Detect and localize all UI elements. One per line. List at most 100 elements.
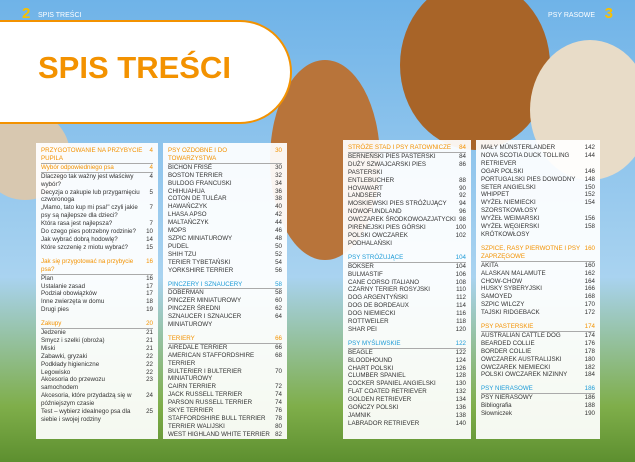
- entry-text: OWCZAREK AUSTRALIJSKI: [481, 355, 562, 363]
- entry-page: 23: [146, 376, 153, 384]
- toc-entry: DUŻY SZWAJCARSKI PIES PASTERSKI 86: [348, 161, 466, 177]
- toc-entry: HOVAWART 90: [348, 185, 466, 193]
- section-heading: STRÓŻE STAD I PSY RATOWNICZE 84: [348, 144, 466, 153]
- toc-entry: NOVA SCOTIA DUCK TOLLING RETRIEVER 144: [481, 152, 595, 168]
- entry-page: 156: [584, 215, 595, 223]
- toc-entry: BEAGLE 122: [348, 349, 466, 357]
- entry-page: 150: [584, 183, 595, 191]
- entry-page: 17: [146, 282, 153, 290]
- toc-entry: ENTLEBUCHER 88: [348, 177, 466, 185]
- entry-page: 82: [275, 430, 282, 438]
- toc-entry: CLUMBER SPANIEL 128: [348, 372, 466, 380]
- entry-text: LHASA APSO: [168, 211, 207, 219]
- entry-page: 48: [275, 234, 282, 242]
- toc-entry: GOŃCZY POLSKI 136: [348, 404, 466, 412]
- heading-text: Zakupy: [41, 320, 62, 328]
- toc-entry: POLSKI OWCZAREK PODHALAŃSKI 102: [348, 232, 466, 248]
- entry-text: DOG ARGENTYŃSKI: [348, 294, 408, 302]
- toc-entry: Decyzja o zakupie lub przygarnięciu czwo…: [41, 189, 153, 205]
- toc-entry: SZPIC MINIATUROWY 48: [168, 235, 282, 243]
- toc-entry: BORDER COLLIE 178: [481, 348, 595, 356]
- toc-entry: AIREDALE TERRIER 66: [168, 344, 282, 352]
- entry-page: 118: [456, 318, 466, 326]
- section-heading: PSY PASTERSKIE 174: [481, 323, 595, 332]
- entry-page: 126: [455, 364, 466, 372]
- toc-entry: YORKSHIRE TERRIER 56: [168, 267, 282, 275]
- entry-text: Legowisko: [41, 368, 71, 376]
- toc-entry: GOLDEN RETRIEVER 134: [348, 396, 466, 404]
- toc-entry: BULDOG FRANCUSKI 34: [168, 180, 282, 188]
- toc-entry: BEARDED COLLIE 176: [481, 340, 595, 348]
- entry-text: CHOW-CHOW: [481, 277, 523, 285]
- entry-text: GOŃCZY POLSKI: [348, 404, 399, 412]
- entry-text: SZNAUCER I SZNAUCER MINIATUROWY: [168, 313, 242, 329]
- entry-page: 32: [275, 171, 282, 179]
- entry-page: 7: [149, 204, 153, 212]
- toc-entry: FLAT COATED RETRIEVER 132: [348, 388, 466, 396]
- entry-page: 134: [455, 396, 466, 404]
- entry-page: 86: [459, 160, 466, 168]
- entry-text: DOG NIEMIECKI: [348, 310, 396, 318]
- entry-text: OGAR POLSKI: [481, 167, 524, 175]
- entry-text: BEAGLE: [348, 348, 373, 356]
- entry-page: 172: [584, 309, 595, 317]
- entry-page: 18: [146, 298, 153, 306]
- entry-page: 124: [455, 356, 466, 364]
- entry-text: Akcesoria, które przydadzą się w później…: [41, 392, 132, 408]
- entry-page: 54: [275, 258, 282, 266]
- toc-entry: TAJSKI RIDGEBACK 172: [481, 309, 595, 317]
- toc-entry: DOG DE BORDEAUX 114: [348, 302, 466, 310]
- entry-page: 104: [455, 262, 466, 270]
- entry-text: BULMASTIF: [348, 270, 383, 278]
- entry-text: MOPS: [168, 227, 187, 235]
- entry-text: Ustalanie zasad: [41, 282, 86, 290]
- entry-page: 148: [584, 175, 595, 183]
- section-heading: Zakupy 20: [41, 320, 153, 330]
- entry-text: FLAT COATED RETRIEVER: [348, 388, 427, 396]
- entry-text: TAJSKI RIDGEBACK: [481, 309, 540, 317]
- section-heading: PINCZERY I SZNAUCERY 58: [168, 281, 282, 290]
- entry-text: HUSKY SYBERYJSKI: [481, 285, 542, 293]
- toc-entry: MOSKIEWSKI PIES STRÓŻUJĄCY 94: [348, 200, 466, 208]
- entry-page: 164: [584, 277, 595, 285]
- entry-page: 140: [455, 419, 466, 427]
- entry-text: CHIHUAHUA: [168, 187, 205, 195]
- entry-text: HAWAŃCZYK: [168, 203, 208, 211]
- heading-text: Wybór odpowiedniego psa: [41, 163, 114, 171]
- toc-entry: Zabawki, gryzaki 22: [41, 353, 153, 361]
- entry-text: CANE CORSO ITALIANO: [348, 278, 420, 286]
- entry-page: 21: [146, 336, 153, 344]
- entry-text: BORDER COLLIE: [481, 347, 532, 355]
- section-heading: PRZYGOTOWANIE NA PRZYBYCIE PUPILA 4: [41, 147, 153, 164]
- toc-entry: Inne zwierzęta w domu 18: [41, 298, 153, 306]
- toc-entry: JAMNIK 138: [348, 412, 466, 420]
- entry-text: WYŻEŁ WEIMARSKI: [481, 215, 540, 223]
- entry-text: PARSON RUSSELL TERRIER: [168, 399, 253, 407]
- toc-entry: WYŻEŁ WEIMARSKI 156: [481, 215, 595, 223]
- entry-page: 112: [456, 294, 466, 302]
- toc-entry: CHOW-CHOW 164: [481, 278, 595, 286]
- heading-page: 104: [455, 253, 466, 261]
- toc-entry: HAWAŃCZYK 40: [168, 203, 282, 211]
- toc-entry: Podkłady higieniczne 22: [41, 361, 153, 369]
- toc-entry: COTON DE TULÉAR 38: [168, 195, 282, 203]
- entry-page: 106: [455, 270, 466, 278]
- section-heading: SZPICE, RASY PIERWOTNE I PSY ZAPRZĘGOWE 1…: [481, 245, 595, 262]
- entry-text: Dlaczego tak ważny jest właściwy wybór?: [41, 172, 134, 188]
- entry-page: 188: [584, 402, 595, 410]
- entry-page: 10: [146, 228, 153, 236]
- toc-entry: OWCZAREK ŚRODKOWOAZJATYCKI 98: [348, 216, 466, 224]
- heading-page: 84: [459, 144, 466, 151]
- entry-text: WEST HIGHLAND WHITE TERRIER: [168, 430, 270, 438]
- entry-page: 116: [456, 310, 466, 318]
- section-heading: PSY MYŚLIWSKIE 122: [348, 340, 466, 349]
- entry-page: 22: [146, 352, 153, 360]
- toc-entry: PUDEL 50: [168, 243, 282, 251]
- entry-page: 25: [146, 408, 153, 416]
- toc-entry: ALASKAN MALAMUTE 162: [481, 270, 595, 278]
- toc-entry: JACK RUSSELL TERRIER 74: [168, 391, 282, 399]
- entry-text: MALTAŃCZYK: [168, 219, 209, 227]
- toc-entry: WYŻEŁ WĘGIERSKI KRÓTKOWŁOSY 158: [481, 223, 595, 239]
- entry-text: HOVAWART: [348, 184, 383, 192]
- entry-text: MOSKIEWSKI PIES STRÓŻUJĄCY: [348, 200, 447, 208]
